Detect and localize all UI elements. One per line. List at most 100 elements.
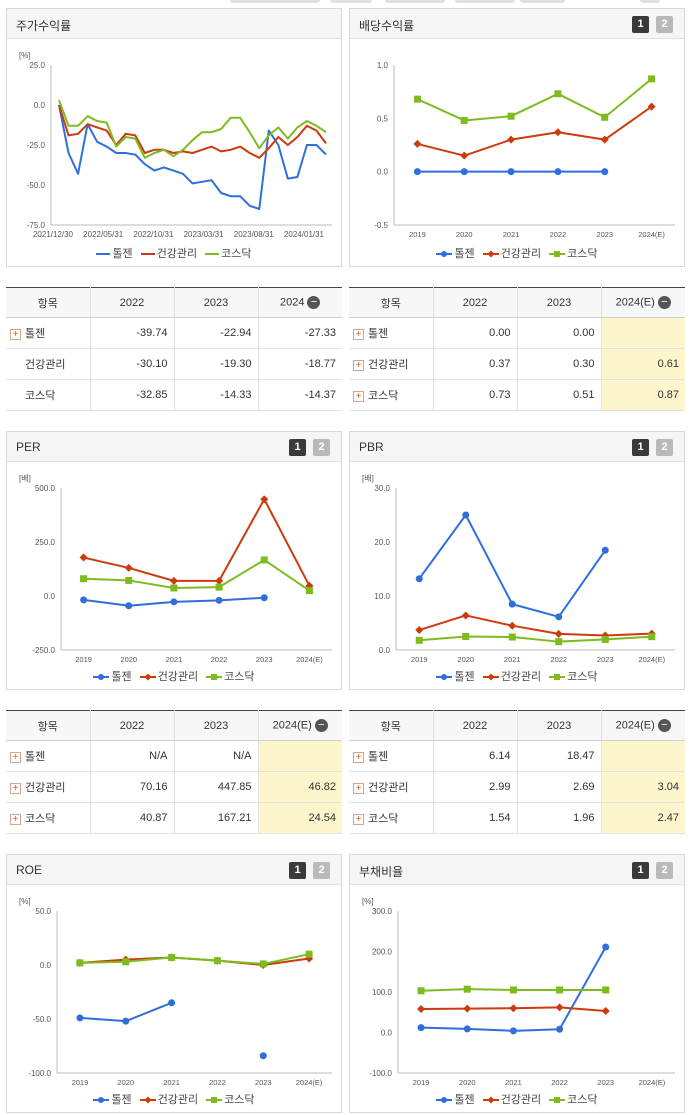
- legend-label: 코스닥: [567, 671, 598, 683]
- row-label[interactable]: + 톨젠: [6, 317, 90, 349]
- page-2-button[interactable]: 2: [313, 439, 330, 456]
- dividend-table: 항목 2022 2023 2024(E) − + 톨젠 0.00 0.00 + 건강관리 0.37 0.…: [349, 287, 685, 411]
- table-cell: 1.54: [432, 802, 517, 834]
- collapse-icon[interactable]: −: [314, 719, 328, 732]
- legend-swatch-icon: [436, 1097, 453, 1104]
- row-name: 톨젠: [25, 328, 46, 340]
- data-point: [215, 596, 223, 604]
- row-label[interactable]: + 톨젠: [6, 740, 90, 772]
- row-label[interactable]: + 건강관리: [349, 771, 433, 803]
- row-label[interactable]: + 코스닥: [6, 802, 90, 834]
- table-cell: -27.33: [257, 317, 342, 349]
- y-tick-label: 25.0: [29, 61, 45, 70]
- unit-label: [%]: [19, 897, 31, 906]
- row-label[interactable]: + 톨젠: [349, 317, 433, 349]
- expand-icon[interactable]: +: [353, 390, 364, 402]
- per-header: PER 1 2: [7, 432, 341, 462]
- row-label[interactable]: + 건강관리: [349, 348, 433, 380]
- legend-label: 건강관리: [157, 671, 199, 683]
- row-label[interactable]: + 건강관리: [6, 771, 90, 803]
- table-cell: 2.47: [600, 802, 685, 834]
- legend-swatch-icon: [93, 674, 110, 681]
- legend-swatch-icon: [436, 674, 453, 681]
- y-tick-label: 200.0: [372, 948, 393, 957]
- x-tick-label: 2021: [163, 1078, 180, 1087]
- x-tick-label: 2021: [504, 655, 521, 664]
- series-line: [419, 635, 652, 643]
- pbr-header: PBR 1 2: [350, 432, 684, 462]
- data-point: [601, 1007, 610, 1016]
- dividend-chart: 1.0 0.5 0.0 -0.5 2019 2020 2021 2022 2023 2024(E)…: [350, 39, 684, 267]
- legend-item: 건강관리: [482, 668, 541, 684]
- table-cell: 0.87: [600, 379, 685, 411]
- table-cell: N/A: [173, 740, 258, 772]
- expand-icon[interactable]: +: [353, 782, 364, 794]
- expand-icon[interactable]: +: [353, 359, 364, 371]
- data-point: [125, 576, 133, 584]
- legend-item: 건강관리: [140, 245, 197, 261]
- collapse-icon[interactable]: −: [657, 719, 671, 732]
- legend-swatch-icon: [206, 674, 223, 681]
- data-point: [415, 626, 424, 635]
- data-point: [417, 1024, 425, 1032]
- panel-title: 주가수익률: [16, 19, 72, 33]
- page-2-button[interactable]: 2: [313, 862, 330, 879]
- y-tick-label: 50.0: [35, 907, 51, 916]
- data-point: [602, 986, 610, 994]
- page-1-button[interactable]: 1: [632, 16, 649, 33]
- legend-label: 톨젠: [454, 248, 475, 260]
- stock-return-table: 항목 2022 2023 2024− + 톨젠 -39.74 -22.94 -27.33 건강관리…: [6, 287, 342, 411]
- table-row: + 톨젠 6.14 18.47: [349, 740, 685, 772]
- column-header: 항목: [349, 710, 433, 741]
- collapse-icon[interactable]: −: [307, 296, 321, 309]
- roe-panel: ROE 1 2 [%] 50.0 0.0 -50.0 -100.0 2019 2020 202…: [6, 854, 342, 1113]
- data-point: [80, 596, 88, 604]
- page-1-button[interactable]: 1: [289, 862, 306, 879]
- page-2-button[interactable]: 2: [656, 16, 673, 33]
- collapse-icon[interactable]: −: [657, 296, 671, 309]
- page-2-button[interactable]: 2: [656, 862, 673, 879]
- data-point: [259, 960, 267, 968]
- chart-legend: 톨젠 건강관리 코스닥: [350, 1091, 684, 1107]
- x-tick-label: 2021: [505, 1078, 522, 1087]
- row-label[interactable]: + 톨젠: [349, 740, 433, 772]
- row-label[interactable]: + 코스닥: [349, 802, 433, 834]
- legend-swatch-icon: [549, 251, 566, 258]
- column-header: 2022: [89, 287, 174, 318]
- page-1-button[interactable]: 1: [289, 439, 306, 456]
- x-tick-label: 2022: [550, 655, 567, 664]
- expand-icon[interactable]: +: [10, 751, 21, 763]
- expand-icon[interactable]: +: [353, 751, 364, 763]
- legend-label: 건강관리: [500, 1094, 542, 1106]
- page-1-button[interactable]: 1: [632, 862, 649, 879]
- pbr-table: 항목 2022 2023 2024(E) − + 톨젠 6.14 18.47 + 건강관리 2.99 2…: [349, 710, 685, 834]
- row-label[interactable]: + 코스닥: [349, 379, 433, 411]
- row-label: 건강관리: [6, 348, 90, 380]
- data-point: [509, 1027, 517, 1035]
- expand-icon[interactable]: +: [353, 813, 364, 825]
- x-tick-label: 2022: [209, 1078, 226, 1087]
- data-point: [168, 953, 176, 961]
- x-tick-label: 2019: [411, 655, 428, 664]
- legend-label: 코스닥: [567, 248, 598, 260]
- y-tick-label: 0.0: [377, 168, 389, 177]
- legend-item: 톨젠: [93, 1091, 132, 1107]
- debt-ratio-svg: [%]300.0 200.0 100.0 0.0 -100.0 2019 2020 2021 2…: [362, 897, 675, 1087]
- expand-icon[interactable]: +: [10, 328, 21, 340]
- table-cell: 46.82: [257, 771, 342, 803]
- column-header: 2022: [89, 710, 174, 741]
- table-cell: 3.04: [600, 771, 685, 803]
- page-2-button[interactable]: 2: [656, 439, 673, 456]
- data-point: [509, 986, 517, 994]
- page-1-button[interactable]: 1: [632, 439, 649, 456]
- expand-icon[interactable]: +: [10, 782, 21, 794]
- table-cell: 18.47: [516, 740, 601, 772]
- column-header: 2024−: [257, 287, 342, 318]
- legend-swatch-icon: [436, 251, 453, 258]
- expand-icon[interactable]: +: [10, 813, 21, 825]
- y-tick-label: 20.0: [374, 538, 390, 547]
- expand-icon[interactable]: +: [353, 328, 364, 340]
- table-cell: -19.30: [173, 348, 258, 380]
- legend-item: 코스닥: [549, 1091, 598, 1107]
